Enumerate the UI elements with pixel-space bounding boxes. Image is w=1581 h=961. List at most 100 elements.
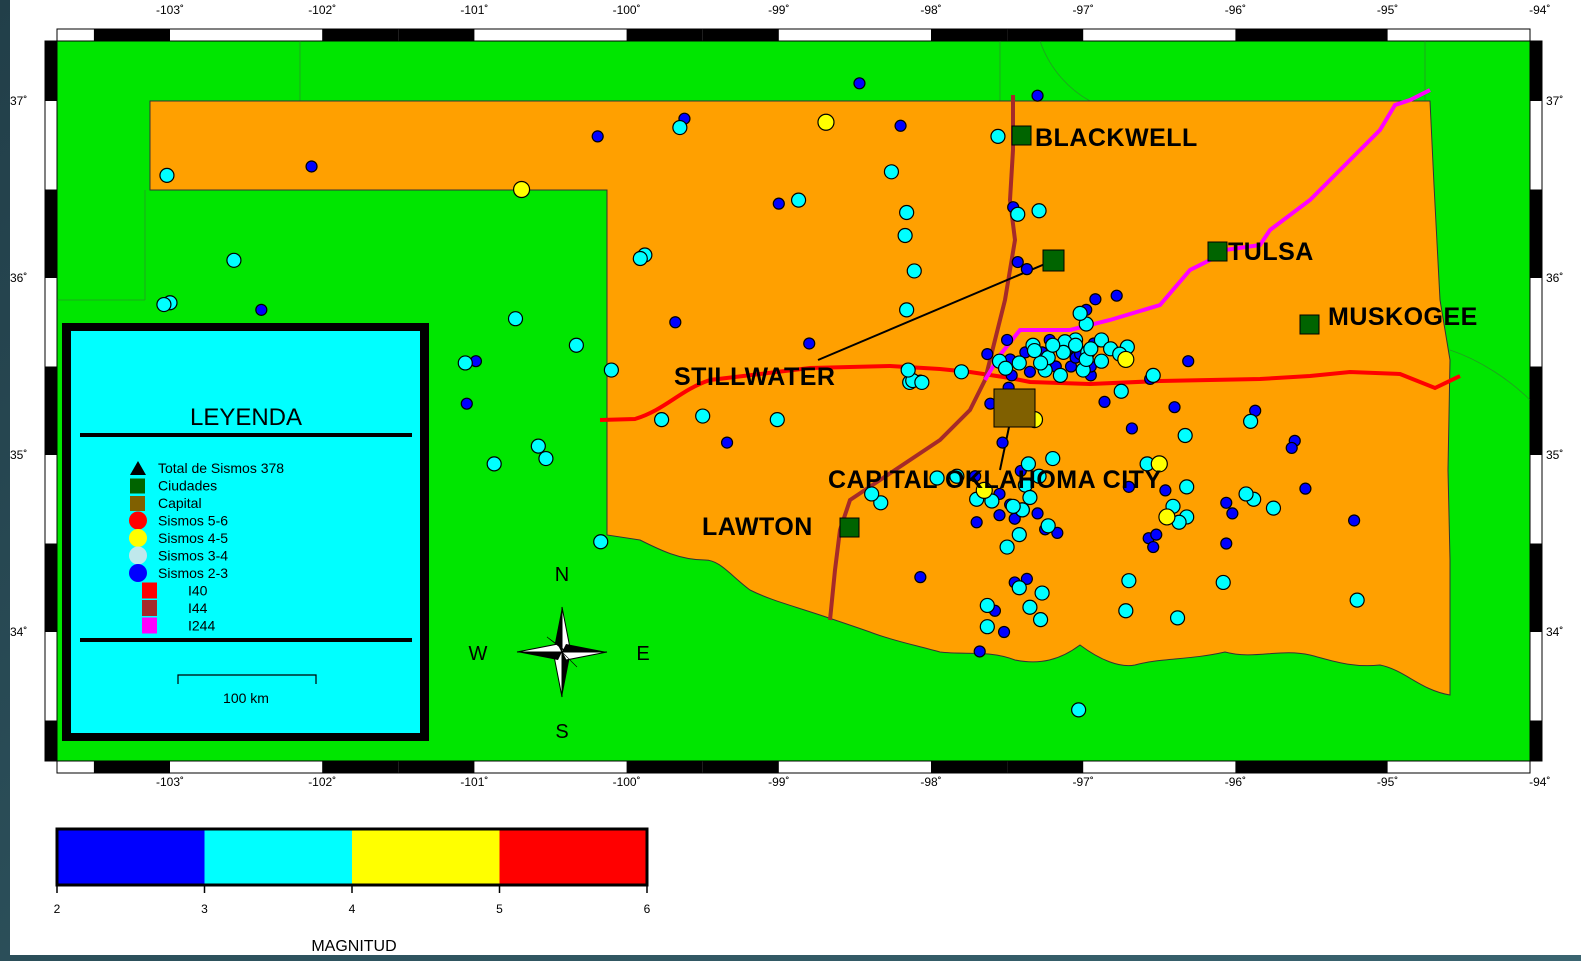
earthquake-marker [654, 412, 670, 428]
earthquake-marker [1169, 610, 1186, 626]
lon-tick-label: -95˚ [1377, 3, 1398, 17]
lon-tick-label: -103˚ [156, 3, 184, 17]
earthquake-marker [1020, 456, 1037, 472]
legend-square-icon [130, 478, 145, 494]
oklahoma-state [149, 100, 1451, 696]
earthquake-marker [1158, 508, 1176, 526]
lat-tick-label: 35˚ [1546, 448, 1563, 462]
earthquake-marker [1045, 450, 1061, 467]
earthquake-marker [1177, 427, 1193, 444]
earthquake-marker [1031, 507, 1044, 520]
earthquake-marker [973, 645, 986, 658]
earthquake-marker [1011, 255, 1024, 269]
lon-tick-label: -97˚ [1073, 3, 1094, 17]
legend-item-label: Sismos 2-3 [158, 565, 228, 581]
earthquake-marker [897, 227, 913, 244]
earthquake-marker [1150, 528, 1163, 541]
earthquake-marker [1032, 612, 1049, 628]
compass-rose: N S E W [469, 564, 650, 743]
earthquake-marker [1118, 603, 1134, 619]
earthquake-marker [538, 450, 554, 467]
earthquake-marker [1265, 500, 1282, 516]
city-label-stillwater: STILLWATER [674, 363, 835, 391]
earthquake-marker [1243, 413, 1259, 429]
legend-item-label: Ciudades [158, 478, 217, 494]
earthquake-marker [1093, 332, 1110, 348]
legend-item-label: Capital [158, 495, 202, 511]
earthquake-marker [1215, 574, 1231, 591]
earthquake-marker [953, 364, 970, 380]
legend-bar-icon [142, 600, 157, 616]
lon-tick-label: -94˚ [1529, 775, 1550, 789]
earthquake-marker [457, 355, 473, 371]
earthquake-marker [672, 119, 688, 136]
earthquake-marker [864, 486, 880, 502]
lon-tick-label: -102˚ [308, 775, 336, 789]
earthquake-marker [226, 252, 242, 268]
earthquake-marker [1089, 293, 1102, 306]
earthquake-marker [1168, 401, 1181, 414]
city-markers [839, 125, 1320, 538]
earthquake-marker [929, 470, 945, 486]
earthquake-marker [1020, 263, 1033, 276]
earthquake-marker [996, 436, 1009, 449]
earthquake-marker [593, 534, 609, 550]
earthquake-marker [1023, 365, 1037, 378]
earthquake-marker [1031, 89, 1044, 102]
legend-title: LEYENDA [190, 404, 302, 431]
magnitude-colorbar: 2 3 4 5 6 [54, 827, 651, 916]
earthquake-marker [1011, 355, 1027, 371]
earthquake-marker [159, 167, 175, 183]
earthquake-marker [1010, 206, 1026, 222]
earthquake-marker [1226, 507, 1239, 520]
legend-item-label: I40 [188, 583, 208, 599]
capital-marker [993, 388, 1036, 428]
earthquake-marker [1113, 383, 1129, 399]
city-label-tulsa: TULSA [1228, 238, 1314, 266]
earthquake-marker [914, 571, 927, 584]
city-marker-lawton [839, 517, 860, 538]
legend-circle-icon [129, 511, 147, 530]
lat-tick-label: 37˚ [10, 94, 27, 108]
earthquake-marker [669, 316, 682, 329]
i40-highway [599, 363, 1461, 422]
earthquake-marker [999, 539, 1015, 555]
colorbar-label: MAGNITUD [311, 938, 396, 955]
earthquake-marker [507, 311, 524, 327]
earthquake-marker [803, 337, 816, 350]
earthquake-marker [975, 481, 993, 499]
lon-tick-label: -95˚ [1377, 775, 1398, 789]
earthquake-marker [1117, 350, 1135, 369]
earthquake-marker [1349, 592, 1365, 608]
earthquake-marker [899, 302, 915, 318]
earthquake-marker [981, 348, 994, 361]
earthquake-marker [568, 337, 584, 353]
lon-tick-label: -100˚ [613, 3, 641, 17]
earthquake-marker [883, 164, 900, 180]
lat-tick-label: 36˚ [1546, 271, 1563, 285]
city-marker-blackwell [1011, 125, 1032, 146]
earthquake-marker [1022, 489, 1038, 506]
city-label-muskogee: MUSKOGEE [1328, 303, 1478, 331]
colorbar-tick-label: 4 [349, 902, 356, 916]
capital-label: CAPITAL OKLAHOMA CITY [828, 466, 1162, 494]
earthquake-marker [460, 397, 473, 410]
earthquake-marker [255, 303, 268, 316]
earthquake-marker [906, 263, 922, 279]
earthquake-marker [1348, 514, 1361, 527]
lat-tick-label: 36˚ [10, 271, 27, 285]
earthquake-marker [720, 436, 734, 449]
earthquake-marker [1005, 498, 1021, 514]
earthquake-markers [156, 77, 1365, 718]
colorbar-bin [352, 829, 500, 885]
legend-item-label: I244 [188, 618, 215, 634]
lon-tick-label: -101˚ [460, 3, 488, 17]
earthquake-marker [1110, 289, 1123, 302]
legend-circle-icon [129, 564, 147, 582]
colorbar-tick-label: 3 [201, 902, 208, 916]
earthquake-marker [772, 197, 785, 210]
earthquake-marker [769, 412, 785, 428]
earthquake-marker [997, 625, 1011, 639]
compass-north: N [555, 564, 569, 586]
